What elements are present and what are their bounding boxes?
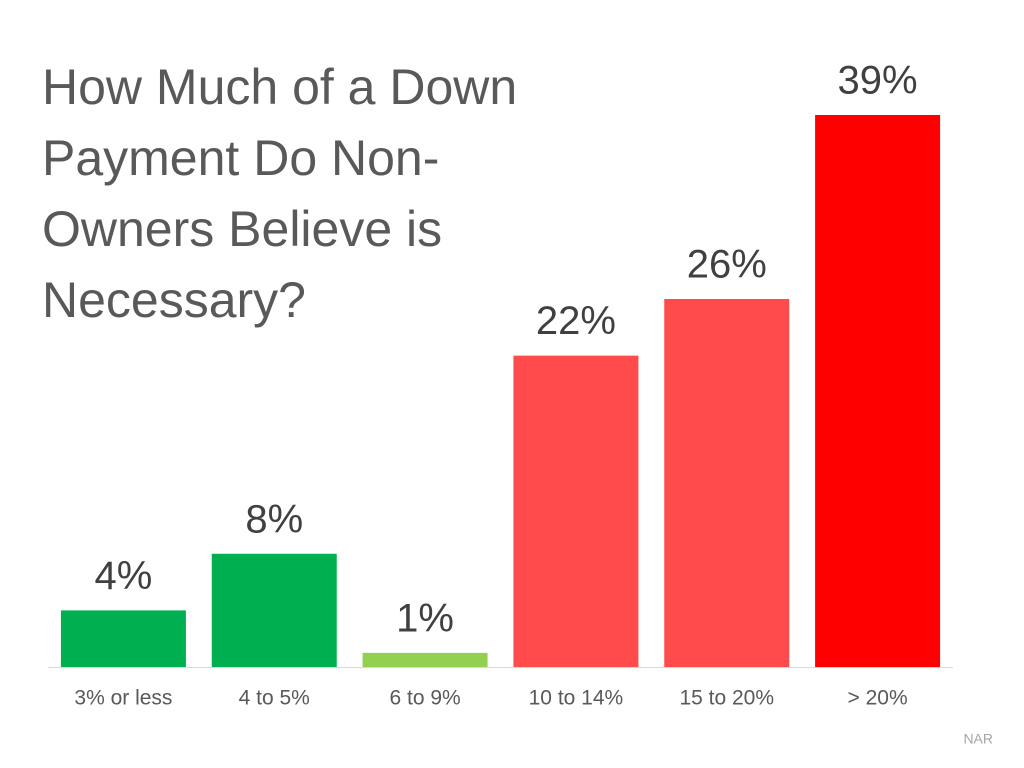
x-tick-label: 4 to 5% <box>239 687 310 710</box>
value-label: 26% <box>687 243 767 287</box>
value-label: 39% <box>838 59 918 103</box>
bar <box>513 355 639 667</box>
x-tick-label: > 20% <box>848 687 908 710</box>
x-tick-label: 15 to 20% <box>679 687 774 710</box>
x-tick-label: 3% or less <box>74 687 172 710</box>
value-label: 1% <box>396 596 454 640</box>
bar <box>60 610 186 667</box>
value-label: 4% <box>95 554 153 598</box>
bar <box>211 553 337 667</box>
bar <box>815 115 941 667</box>
bar <box>664 299 790 667</box>
value-label: 8% <box>245 497 303 541</box>
bar <box>362 652 488 667</box>
x-tick-label: 10 to 14% <box>529 687 624 710</box>
value-label: 22% <box>536 299 616 343</box>
source: NAR <box>963 731 993 747</box>
x-tick-label: 6 to 9% <box>389 687 460 710</box>
chart-title: How Much of a Down Payment Do Non-Owners… <box>42 59 518 328</box>
